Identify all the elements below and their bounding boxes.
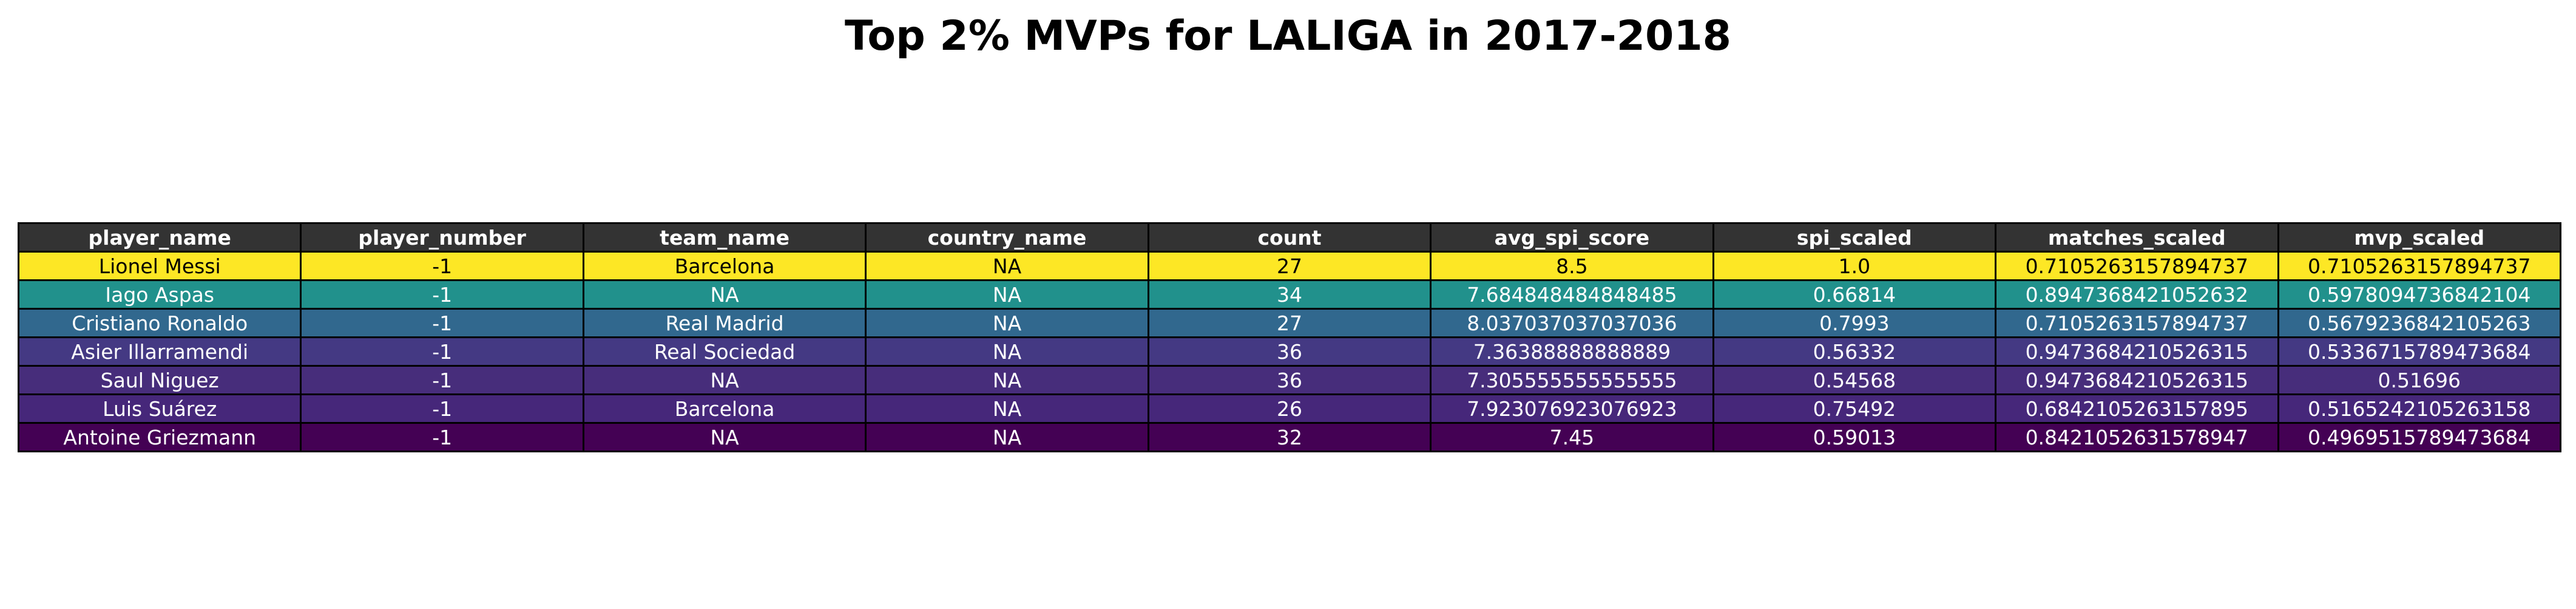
table-row: Luis Suárez -1 Barcelona NA 26 7.923076923076… xyxy=(17,393,2561,424)
table-row: Asier Illarramendi -1 Real Sociedad NA 36 7.3… xyxy=(17,336,2561,367)
table-cell-team-name: NA xyxy=(582,365,867,395)
table-cell-country-name: NA xyxy=(865,365,1149,395)
table-cell-player-name: Asier Illarramendi xyxy=(17,336,302,367)
mvp-table: player_name player_number team_name country… xyxy=(17,222,2561,452)
table-cell-spi-scaled: 0.59013 xyxy=(1712,422,1997,452)
table-cell-matches-scaled: 0.9473684210526315 xyxy=(1995,365,2279,395)
column-header-player-number: player_number xyxy=(300,222,584,253)
column-header-avg-spi-score: avg_spi_score xyxy=(1430,222,1714,253)
table-cell-player-name: Lionel Messi xyxy=(17,251,302,281)
table-cell-avg-spi-score: 7.684848484848485 xyxy=(1430,279,1714,310)
column-header-mvp-scaled: mvp_scaled xyxy=(2277,222,2561,253)
table-cell-country-name: NA xyxy=(865,251,1149,281)
column-header-count: count xyxy=(1147,222,1432,253)
column-header-country-name: country_name xyxy=(865,222,1149,253)
table-cell-avg-spi-score: 7.36388888888889 xyxy=(1430,336,1714,367)
mvp-table-container: player_name player_number team_name country… xyxy=(17,222,2561,452)
table-cell-mvp-scaled: 0.51696 xyxy=(2277,365,2561,395)
table-cell-count: 32 xyxy=(1147,422,1432,452)
table-cell-player-number: -1 xyxy=(300,422,584,452)
column-header-team-name: team_name xyxy=(582,222,867,253)
table-cell-avg-spi-score: 8.5 xyxy=(1430,251,1714,281)
table-cell-team-name: Barcelona xyxy=(582,393,867,424)
table-cell-mvp-scaled: 0.5679236842105263 xyxy=(2277,308,2561,338)
table-cell-player-name: Luis Suárez xyxy=(17,393,302,424)
table-cell-player-name: Antoine Griezmann xyxy=(17,422,302,452)
table-cell-player-name: Saul Niguez xyxy=(17,365,302,395)
table-cell-country-name: NA xyxy=(865,279,1149,310)
table-cell-team-name: Real Sociedad xyxy=(582,336,867,367)
chart-title: Top 2% MVPs for LALIGA in 2017-2018 xyxy=(845,12,1731,60)
table-body: Lionel Messi -1 Barcelona NA 27 8.5 1.0 0.71052… xyxy=(17,251,2561,452)
table-header-row: player_name player_number team_name country… xyxy=(17,222,2561,253)
table-cell-count: 34 xyxy=(1147,279,1432,310)
column-header-matches-scaled: matches_scaled xyxy=(1995,222,2279,253)
table-cell-spi-scaled: 0.66814 xyxy=(1712,279,1997,310)
table-cell-count: 36 xyxy=(1147,365,1432,395)
table-cell-country-name: NA xyxy=(865,422,1149,452)
table-cell-spi-scaled: 0.75492 xyxy=(1712,393,1997,424)
table-cell-mvp-scaled: 0.4969515789473684 xyxy=(2277,422,2561,452)
table-cell-mvp-scaled: 0.7105263157894737 xyxy=(2277,251,2561,281)
table-cell-avg-spi-score: 7.45 xyxy=(1430,422,1714,452)
table-cell-matches-scaled: 0.7105263157894737 xyxy=(1995,308,2279,338)
table-cell-mvp-scaled: 0.5978094736842104 xyxy=(2277,279,2561,310)
table-cell-spi-scaled: 0.54568 xyxy=(1712,365,1997,395)
table-cell-avg-spi-score: 7.923076923076923 xyxy=(1430,393,1714,424)
table-cell-player-number: -1 xyxy=(300,336,584,367)
table-cell-spi-scaled: 0.7993 xyxy=(1712,308,1997,338)
table-row: Saul Niguez -1 NA NA 36 7.305555555555555 0.54… xyxy=(17,365,2561,395)
table-cell-player-name: Cristiano Ronaldo xyxy=(17,308,302,338)
table-cell-count: 27 xyxy=(1147,251,1432,281)
table-row: Iago Aspas -1 NA NA 34 7.684848484848485 0.668… xyxy=(17,279,2561,310)
table-cell-matches-scaled: 0.6842105263157895 xyxy=(1995,393,2279,424)
table-cell-count: 27 xyxy=(1147,308,1432,338)
table-cell-player-name: Iago Aspas xyxy=(17,279,302,310)
table-cell-team-name: NA xyxy=(582,422,867,452)
table-cell-avg-spi-score: 7.305555555555555 xyxy=(1430,365,1714,395)
table-cell-matches-scaled: 0.8421052631578947 xyxy=(1995,422,2279,452)
table-cell-count: 26 xyxy=(1147,393,1432,424)
table-cell-player-number: -1 xyxy=(300,279,584,310)
table-cell-count: 36 xyxy=(1147,336,1432,367)
table-cell-country-name: NA xyxy=(865,308,1149,338)
column-header-player-name: player_name xyxy=(17,222,302,253)
table-cell-spi-scaled: 1.0 xyxy=(1712,251,1997,281)
table-cell-country-name: NA xyxy=(865,393,1149,424)
table-row: Antoine Griezmann -1 NA NA 32 7.45 0.59013 0.84… xyxy=(17,422,2561,452)
table-cell-matches-scaled: 0.8947368421052632 xyxy=(1995,279,2279,310)
table-cell-mvp-scaled: 0.5336715789473684 xyxy=(2277,336,2561,367)
table-row: Cristiano Ronaldo -1 Real Madrid NA 27 8.0370… xyxy=(17,308,2561,338)
table-cell-player-number: -1 xyxy=(300,365,584,395)
table-cell-country-name: NA xyxy=(865,336,1149,367)
table-cell-avg-spi-score: 8.037037037037036 xyxy=(1430,308,1714,338)
table-cell-player-number: -1 xyxy=(300,251,584,281)
table-cell-team-name: Real Madrid xyxy=(582,308,867,338)
table-cell-team-name: NA xyxy=(582,279,867,310)
column-header-spi-scaled: spi_scaled xyxy=(1712,222,1997,253)
table-cell-spi-scaled: 0.56332 xyxy=(1712,336,1997,367)
table-cell-player-number: -1 xyxy=(300,393,584,424)
table-row: Lionel Messi -1 Barcelona NA 27 8.5 1.0 0.71052… xyxy=(17,251,2561,281)
table-cell-matches-scaled: 0.7105263157894737 xyxy=(1995,251,2279,281)
table-cell-team-name: Barcelona xyxy=(582,251,867,281)
table-cell-player-number: -1 xyxy=(300,308,584,338)
table-cell-mvp-scaled: 0.5165242105263158 xyxy=(2277,393,2561,424)
table-cell-matches-scaled: 0.9473684210526315 xyxy=(1995,336,2279,367)
